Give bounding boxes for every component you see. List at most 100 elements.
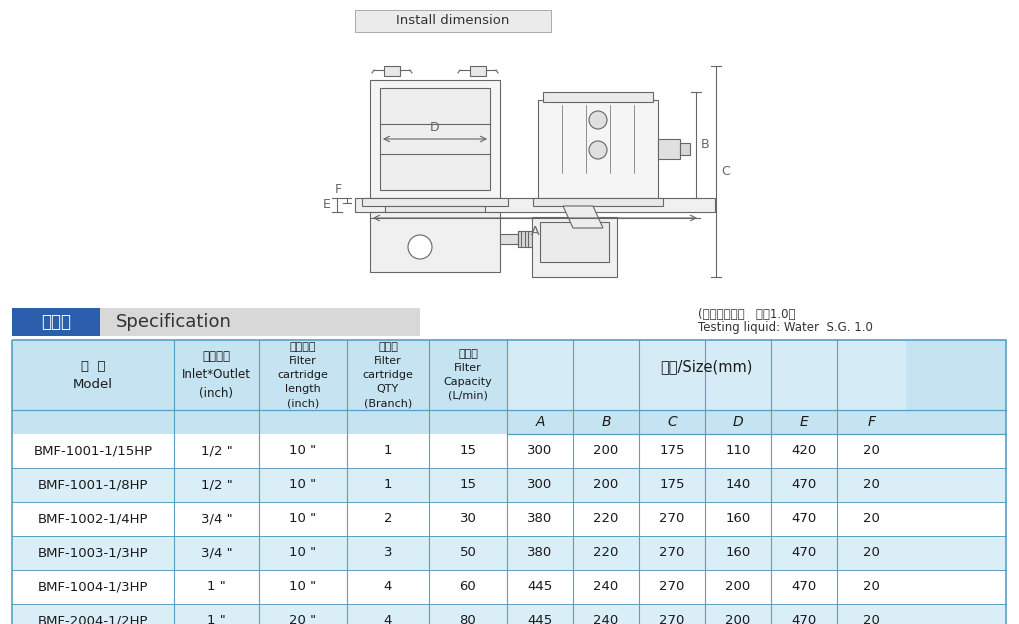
Bar <box>355 10 551 32</box>
Bar <box>362 198 508 206</box>
Text: 4: 4 <box>384 615 392 624</box>
Bar <box>507 340 906 410</box>
Text: 175: 175 <box>659 444 685 457</box>
Text: 20: 20 <box>863 547 880 560</box>
Text: 80: 80 <box>460 615 476 624</box>
Text: Install dimension: Install dimension <box>396 14 510 27</box>
Bar <box>680 143 690 155</box>
Text: 270: 270 <box>659 512 685 525</box>
Bar <box>12 340 1006 624</box>
Text: 规格表: 规格表 <box>41 313 71 331</box>
Bar <box>658 139 680 159</box>
Bar <box>380 88 490 190</box>
Text: 30: 30 <box>460 512 477 525</box>
Bar <box>12 604 1006 624</box>
Text: 10 ": 10 " <box>289 512 317 525</box>
Text: F: F <box>867 415 875 429</box>
Text: BMF-1003-1/3HP: BMF-1003-1/3HP <box>38 547 149 560</box>
Text: BMF-1002-1/4HP: BMF-1002-1/4HP <box>38 512 148 525</box>
Text: 1: 1 <box>384 444 392 457</box>
Bar <box>100 308 420 336</box>
Text: D: D <box>430 121 440 134</box>
Text: 10 ": 10 " <box>289 580 317 593</box>
Bar <box>370 212 500 272</box>
Text: 270: 270 <box>659 580 685 593</box>
Text: 445: 445 <box>528 580 552 593</box>
Text: 445: 445 <box>528 615 552 624</box>
Text: 2: 2 <box>384 512 392 525</box>
Text: 240: 240 <box>593 615 619 624</box>
Bar <box>12 536 1006 570</box>
Bar <box>543 92 653 102</box>
Text: 300: 300 <box>528 479 552 492</box>
Circle shape <box>408 235 432 259</box>
Text: 200: 200 <box>726 615 751 624</box>
Text: 1/2 ": 1/2 " <box>201 479 232 492</box>
Text: 1: 1 <box>384 479 392 492</box>
Text: BMF-1004-1/3HP: BMF-1004-1/3HP <box>38 580 148 593</box>
Bar <box>12 570 1006 604</box>
Bar <box>370 80 500 198</box>
Text: 10 ": 10 " <box>289 547 317 560</box>
Bar <box>385 206 485 218</box>
Text: BMF-1001-1/15HP: BMF-1001-1/15HP <box>34 444 153 457</box>
Bar <box>500 234 518 244</box>
Bar <box>12 308 100 336</box>
Text: 20 ": 20 " <box>289 615 317 624</box>
Text: 15: 15 <box>460 479 477 492</box>
Text: BMF-2004-1/2HP: BMF-2004-1/2HP <box>38 615 148 624</box>
Text: 420: 420 <box>792 444 816 457</box>
Text: D: D <box>733 415 743 429</box>
Circle shape <box>589 111 607 129</box>
Text: 270: 270 <box>659 547 685 560</box>
Text: 140: 140 <box>726 479 751 492</box>
Circle shape <box>589 141 607 159</box>
Text: 160: 160 <box>726 512 751 525</box>
Text: 20: 20 <box>863 444 880 457</box>
Bar <box>532 217 616 277</box>
Text: 470: 470 <box>792 547 816 560</box>
Text: 50: 50 <box>460 547 477 560</box>
Text: 200: 200 <box>593 479 619 492</box>
Text: F: F <box>335 183 342 196</box>
Bar <box>538 100 658 198</box>
Text: 270: 270 <box>659 615 685 624</box>
Text: 380: 380 <box>528 512 552 525</box>
Text: 尺寸/Size(mm): 尺寸/Size(mm) <box>660 359 753 374</box>
Text: B: B <box>701 139 709 152</box>
Text: 20: 20 <box>863 479 880 492</box>
Text: 220: 220 <box>593 547 619 560</box>
Text: 175: 175 <box>659 479 685 492</box>
Text: 200: 200 <box>726 580 751 593</box>
Text: C: C <box>667 415 677 429</box>
Text: E: E <box>323 198 331 212</box>
Text: Specification: Specification <box>116 313 232 331</box>
Text: 470: 470 <box>792 580 816 593</box>
Text: 4: 4 <box>384 580 392 593</box>
Polygon shape <box>564 206 603 228</box>
Text: 滤芯数
Filter
cartridge
QTY
(Branch): 滤芯数 Filter cartridge QTY (Branch) <box>363 342 414 408</box>
Text: BMF-1001-1/8HP: BMF-1001-1/8HP <box>38 479 148 492</box>
Text: Testing liquid: Water  S.G. 1.0: Testing liquid: Water S.G. 1.0 <box>698 321 873 333</box>
Text: 3/4 ": 3/4 " <box>201 512 232 525</box>
Text: 300: 300 <box>528 444 552 457</box>
Text: 型  号
Model: 型 号 Model <box>73 359 113 391</box>
Bar <box>12 468 1006 502</box>
Text: A: A <box>531 225 539 238</box>
Text: B: B <box>601 415 610 429</box>
Bar <box>12 502 1006 536</box>
Bar <box>540 222 609 262</box>
Text: (測試流體：水   比重1.0）: (測試流體：水 比重1.0） <box>698 308 796 321</box>
Text: 470: 470 <box>792 512 816 525</box>
Text: 10 ": 10 " <box>289 444 317 457</box>
Text: C: C <box>721 165 730 178</box>
Text: 380: 380 <box>528 547 552 560</box>
Text: 滤芯长度
Filter
cartridge
length
(inch): 滤芯长度 Filter cartridge length (inch) <box>277 342 328 408</box>
Text: 3: 3 <box>384 547 392 560</box>
Text: 15: 15 <box>460 444 477 457</box>
Text: 10 ": 10 " <box>289 479 317 492</box>
Text: 20: 20 <box>863 615 880 624</box>
Text: A: A <box>535 415 545 429</box>
Text: 60: 60 <box>460 580 476 593</box>
Text: 1 ": 1 " <box>207 615 226 624</box>
